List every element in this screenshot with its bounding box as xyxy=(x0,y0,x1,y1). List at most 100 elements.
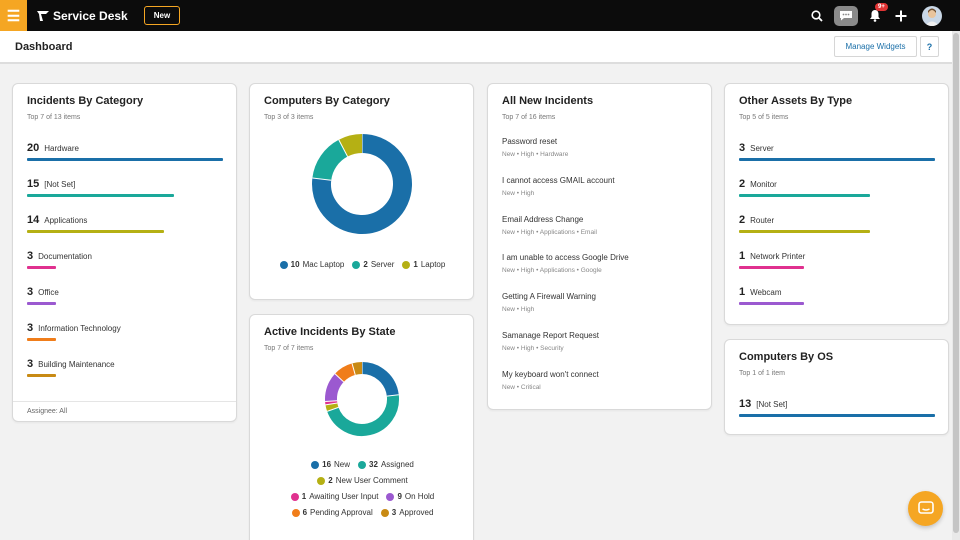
donut-slice-separator xyxy=(312,177,332,181)
menu-icon[interactable]: ☰ xyxy=(0,0,27,31)
widget-subtitle: Top 3 of 3 items xyxy=(264,114,314,121)
donut-slice-on-hold[interactable] xyxy=(325,373,344,402)
donut-slice-new-user-comment[interactable] xyxy=(325,402,339,412)
bar-list-item[interactable]: 20 Hardware xyxy=(27,142,223,161)
legend-item[interactable]: 6 Pending Approval xyxy=(291,508,373,517)
manage-widgets-button[interactable]: Manage Widgets xyxy=(834,36,917,57)
legend-count: 6 xyxy=(302,508,308,517)
notification-badge: 9+ xyxy=(875,3,888,11)
item-label: Network Printer xyxy=(750,252,806,261)
bar-list-item[interactable]: 3 Information Technology xyxy=(27,322,121,341)
legend-label: Pending Approval xyxy=(310,508,373,517)
incident-list-item[interactable]: Getting A Firewall Warning New • High xyxy=(502,292,596,313)
incident-list-item[interactable]: Samanage Report Request New • High • Secu… xyxy=(502,331,599,352)
item-count: 3 xyxy=(27,250,34,262)
bar-list-item[interactable]: 3 Office xyxy=(27,286,59,305)
item-count: 15 xyxy=(27,178,40,190)
item-count: 20 xyxy=(27,142,40,154)
donut-slice-server[interactable] xyxy=(312,139,349,181)
donut-slice-mac-laptop[interactable] xyxy=(312,134,412,234)
bar-list-item[interactable]: 13 [Not Set] xyxy=(739,398,935,417)
add-plus-icon[interactable] xyxy=(888,0,914,31)
brand[interactable]: Service Desk xyxy=(37,9,128,23)
item-bar xyxy=(739,158,935,161)
donut-slice-separator xyxy=(325,400,338,403)
bar-list-item[interactable]: 3 Server xyxy=(739,142,935,161)
support-chat-button[interactable] xyxy=(908,491,943,526)
bar-list-item[interactable]: 3 Documentation xyxy=(27,250,92,269)
legend-swatch xyxy=(402,260,411,269)
donut-slice-approved[interactable] xyxy=(352,362,363,375)
donut-slice-assigned[interactable] xyxy=(327,394,399,436)
donut-slice-pending-approval[interactable] xyxy=(334,363,356,383)
legend-count: 16 xyxy=(322,460,332,469)
donut-slice-laptop[interactable] xyxy=(338,134,363,157)
item-label: [Not Set] xyxy=(44,180,76,189)
legend-item[interactable]: 10 Mac Laptop xyxy=(279,260,345,269)
bar-list-item[interactable]: 3 Building Maintenance xyxy=(27,358,115,377)
widget-title[interactable]: Active Incidents By State xyxy=(264,326,396,338)
search-icon[interactable] xyxy=(804,0,830,31)
incident-list-item[interactable]: Email Address Change New • High • Applica… xyxy=(502,215,597,236)
widget-title[interactable]: All New Incidents xyxy=(502,95,594,107)
active-incidents-by-state-widget: Active Incidents By State Top 7 of 7 ite… xyxy=(249,314,474,540)
bar-list-item[interactable]: 2 Router xyxy=(739,214,870,233)
page-scrollbar[interactable] xyxy=(952,31,960,540)
legend-item[interactable]: 16 New xyxy=(311,460,350,469)
user-avatar[interactable] xyxy=(922,5,942,26)
bar-list-item[interactable]: 1 Webcam xyxy=(739,286,804,305)
incident-list-item[interactable]: I am unable to access Google Drive New • … xyxy=(502,253,629,274)
incident-title[interactable]: Getting A Firewall Warning xyxy=(502,292,596,302)
computers-by-os-widget: Computers By OS Top 1 of 1 item 13 [Not S… xyxy=(724,339,949,435)
legend-label: Mac Laptop xyxy=(302,260,345,269)
bar-list-item[interactable]: 15 [Not Set] xyxy=(27,178,174,197)
donut-slice-new[interactable] xyxy=(361,362,399,397)
bar-list-item[interactable]: 2 Monitor xyxy=(739,178,870,197)
widget-title[interactable]: Incidents By Category xyxy=(27,95,144,107)
help-button[interactable]: ? xyxy=(920,36,939,57)
incident-title[interactable]: Email Address Change xyxy=(502,214,584,224)
legend-item[interactable]: 32 Assigned xyxy=(358,460,414,469)
item-count: 3 xyxy=(27,322,34,334)
legend-swatch xyxy=(290,492,299,501)
widget-title[interactable]: Other Assets By Type xyxy=(739,95,853,107)
incident-title[interactable]: I cannot access GMAIL account xyxy=(502,175,615,185)
computers-donut-chart xyxy=(312,134,412,234)
incidents-state-donut-chart xyxy=(325,362,399,436)
incident-meta: New • High • Applications • Email xyxy=(502,228,597,236)
legend-item[interactable]: 9 On Hold xyxy=(386,492,434,501)
donut-slice-separator xyxy=(334,373,345,383)
legend-item[interactable]: 2 New User Comment xyxy=(317,476,408,485)
legend-item[interactable]: 3 Approved xyxy=(380,508,433,517)
incident-title[interactable]: Password reset xyxy=(502,137,558,146)
legend-swatch xyxy=(317,476,326,485)
chart-legend-row: 10 Mac Laptop 2 Server 1 Laptop xyxy=(250,260,475,269)
bar-list-item[interactable]: 1 Network Printer xyxy=(739,250,805,269)
incident-list-item[interactable]: My keyboard won't connect New • Critical xyxy=(502,370,599,391)
notifications-bell-icon[interactable]: 9+ xyxy=(862,0,888,31)
incident-title[interactable]: I am unable to access Google Drive xyxy=(502,253,629,263)
incident-list-item[interactable]: Password reset New • High • Hardware xyxy=(502,137,568,158)
widget-subtitle: Top 7 of 13 items xyxy=(27,114,81,121)
legend-swatch xyxy=(380,508,389,517)
bar-list-item[interactable]: 14 Applications xyxy=(27,214,164,233)
legend-item[interactable]: 1 Awaiting User Input xyxy=(290,492,378,501)
legend-item[interactable]: 2 Server xyxy=(352,260,394,269)
incident-title[interactable]: My keyboard won't connect xyxy=(502,369,599,379)
widget-title[interactable]: Computers By Category xyxy=(264,95,390,107)
item-bar xyxy=(27,194,174,197)
chat-icon[interactable] xyxy=(834,5,858,26)
incidents-by-category-widget: Incidents By Category Top 7 of 13 items … xyxy=(12,83,237,422)
widget-title[interactable]: Computers By OS xyxy=(739,351,834,363)
donut-slice-separator xyxy=(386,394,399,397)
new-button[interactable]: New xyxy=(143,6,181,25)
item-bar xyxy=(27,158,223,161)
scrollbar-thumb[interactable] xyxy=(953,33,959,533)
item-count: 3 xyxy=(739,142,746,154)
legend-item[interactable]: 1 Laptop xyxy=(402,260,445,269)
incident-title[interactable]: Samanage Report Request xyxy=(502,331,599,340)
incident-list-item[interactable]: I cannot access GMAIL account New • High xyxy=(502,176,615,197)
item-count: 2 xyxy=(739,178,746,190)
item-bar xyxy=(739,266,804,269)
